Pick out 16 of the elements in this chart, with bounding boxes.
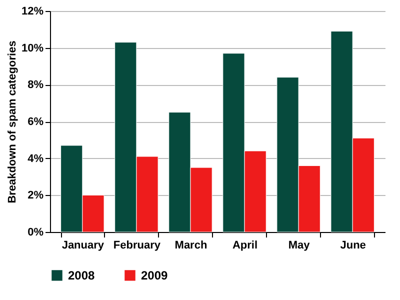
y-tick-label: 6%	[28, 116, 44, 128]
x-tick-label: March	[174, 240, 208, 252]
x-tick-label: April	[232, 240, 258, 252]
y-tick-label: 12%	[21, 6, 44, 18]
y-tick-label: 10%	[21, 42, 44, 54]
y-tick-label: 8%	[28, 79, 44, 92]
y-tick-label: 2%	[28, 190, 44, 202]
x-tick-label: May	[288, 240, 311, 252]
y-tick-label: 4%	[28, 152, 44, 165]
y-axis-title: Breakdown of spam categories	[6, 40, 18, 204]
y-tick-label: 0%	[28, 226, 44, 238]
legend-label: 2009	[141, 268, 168, 282]
legend-label: 2008	[68, 268, 96, 282]
x-tick-label: February	[113, 240, 162, 252]
x-tick-label: June	[340, 240, 366, 252]
x-tick-label: January	[62, 240, 105, 252]
